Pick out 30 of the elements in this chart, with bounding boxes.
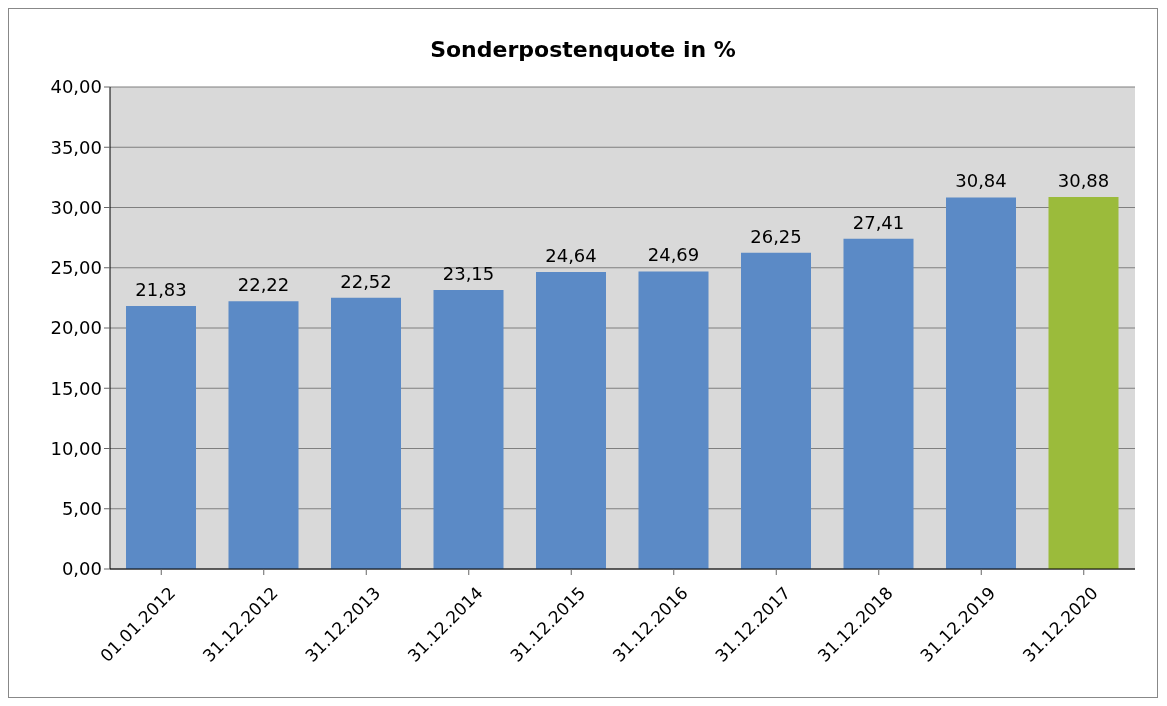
y-tick-label: 20,00 <box>50 317 102 339</box>
bar <box>741 252 811 569</box>
bar <box>1048 196 1119 569</box>
data-label: 30,88 <box>1057 169 1110 191</box>
y-tick-label: 40,00 <box>50 76 102 98</box>
data-label: 21,83 <box>135 278 187 300</box>
data-label: 23,15 <box>442 263 495 285</box>
y-tick-label: 10,00 <box>50 437 102 459</box>
y-tick-label: 0,00 <box>61 558 102 580</box>
y-tick-label: 5,00 <box>61 498 102 520</box>
bar <box>638 271 709 569</box>
data-label: 27,41 <box>852 211 905 233</box>
data-label: 30,84 <box>955 170 1007 192</box>
chart-title: Sonderpostenquote in % <box>429 37 737 62</box>
y-tick-label: 30,00 <box>50 196 102 218</box>
data-label: 24,64 <box>545 245 597 267</box>
bar <box>228 301 299 569</box>
data-label: 22,52 <box>340 270 392 292</box>
data-label: 24,69 <box>647 244 700 266</box>
bar <box>946 197 1016 569</box>
data-label: 26,25 <box>750 225 802 247</box>
bar <box>843 238 914 569</box>
y-tick-label: 15,00 <box>50 377 102 399</box>
y-tick-label: 35,00 <box>50 136 102 158</box>
y-tick-label: 25,00 <box>50 257 102 279</box>
bar <box>331 297 401 569</box>
bar <box>126 305 196 569</box>
bar <box>536 272 606 569</box>
bar <box>433 290 504 569</box>
data-label: 22,22 <box>237 274 290 296</box>
